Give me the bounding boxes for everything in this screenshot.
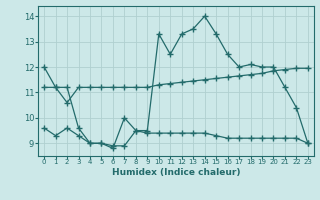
X-axis label: Humidex (Indice chaleur): Humidex (Indice chaleur) [112, 168, 240, 177]
